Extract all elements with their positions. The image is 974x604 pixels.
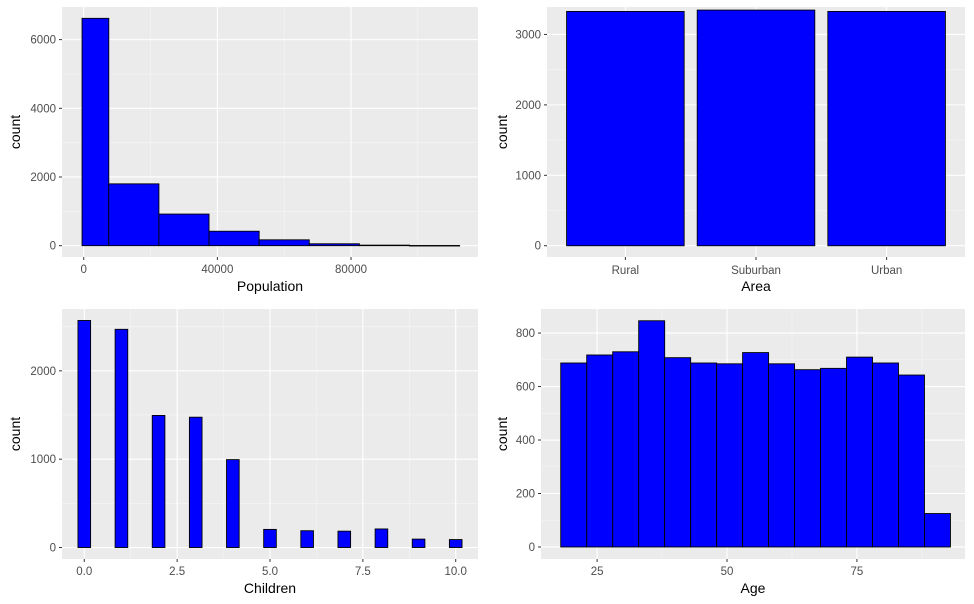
x-tick-label: 25 (591, 566, 604, 578)
histogram-bar (638, 320, 666, 548)
histogram-bar (448, 539, 463, 548)
histogram-bar (358, 244, 410, 247)
x-tick-label: 5.0 (262, 566, 278, 578)
histogram-bar (716, 363, 744, 548)
x-category-label: Urban (871, 265, 902, 277)
x-tick-label: 2.5 (169, 566, 185, 578)
x-tick-label: 50 (721, 566, 734, 578)
y-tick-label: 0 (50, 543, 56, 555)
histogram-bar (411, 538, 426, 548)
x-tick-label: 75 (851, 566, 864, 578)
x-category-label: Suburban (731, 265, 781, 277)
histogram-bar (258, 239, 310, 247)
histogram-bar (114, 328, 129, 548)
histogram-bar (208, 230, 260, 247)
y-tick-label: 0 (529, 542, 535, 554)
y-tick-label: 1000 (515, 170, 541, 182)
x-tick-label: 7.5 (355, 566, 371, 578)
y-tick-label: 1000 (30, 454, 56, 466)
histogram-bar (820, 367, 847, 548)
y-tick-label: 400 (516, 435, 535, 447)
y-tick-label: 4000 (30, 103, 56, 115)
x-axis-title: Children (244, 580, 296, 596)
histogram-bar (612, 351, 640, 548)
histogram-bar (337, 530, 352, 548)
histogram-bar (409, 245, 461, 247)
histogram-bar (846, 356, 873, 548)
x-axis-title: Age (741, 580, 766, 596)
y-axis-title: count (7, 115, 23, 149)
y-tick-label: 0 (50, 241, 56, 253)
histogram-bar (77, 320, 92, 548)
y-tick-label: 6000 (30, 35, 56, 47)
y-tick-label: 2000 (30, 366, 56, 378)
histogram-bar (300, 530, 314, 548)
histogram-bar (226, 459, 240, 548)
histogram-bar (898, 374, 925, 548)
x-tick-label: 10.0 (445, 566, 467, 578)
y-tick-label: 3000 (515, 29, 541, 41)
y-tick-label: 0 (535, 241, 541, 253)
y-tick-label: 800 (516, 328, 535, 340)
y-tick-label: 2000 (515, 100, 541, 112)
chart-panel-4: 0 200 400 600 800 25 50 75 Age count (494, 309, 965, 596)
histogram-bar (794, 369, 821, 548)
x-tick-label: 80000 (335, 264, 367, 276)
y-axis-title: count (7, 417, 23, 451)
histogram-bar (188, 416, 203, 548)
y-tick-label: 200 (516, 488, 535, 500)
histogram-bar (560, 362, 588, 548)
histogram-bar (374, 528, 389, 548)
histogram-bar (664, 357, 692, 548)
histogram-bar (308, 243, 360, 247)
chart-panel-2: 0 1000 2000 3000 Rural Suburban Urban Area count (494, 7, 965, 294)
bar-rural (566, 10, 685, 247)
x-category-label: Rural (612, 265, 639, 277)
y-tick-label: 2000 (30, 172, 56, 184)
histogram-bar (872, 362, 899, 548)
histogram-bar (151, 414, 166, 548)
histogram-bar (768, 363, 796, 548)
x-tick-label: 40000 (201, 264, 233, 276)
bar-suburban (696, 9, 816, 247)
y-axis-title: count (494, 115, 510, 149)
y-tick-label: 600 (516, 382, 535, 394)
histogram-bar (263, 528, 277, 548)
histogram-bar (924, 513, 951, 548)
y-axis-title: count (494, 417, 510, 451)
bar-urban (827, 10, 946, 247)
x-axis-title: Area (741, 278, 771, 294)
histogram-bar (586, 354, 614, 548)
chart-panel-1: 0 2000 4000 6000 0 40000 80000 Population count (7, 7, 478, 294)
x-axis-title: Population (237, 278, 303, 294)
histogram-bar (158, 213, 210, 247)
x-tick-label: 0.0 (76, 566, 92, 578)
x-tick-label: 0 (81, 264, 87, 276)
histogram-bar (690, 362, 718, 548)
histogram-bar (742, 352, 770, 548)
histogram-bar (81, 17, 110, 247)
histogram-bar (108, 183, 160, 247)
chart-panel-3: 0 1000 2000 0.0 2.5 5.0 7.5 10.0 Children count (7, 309, 478, 596)
